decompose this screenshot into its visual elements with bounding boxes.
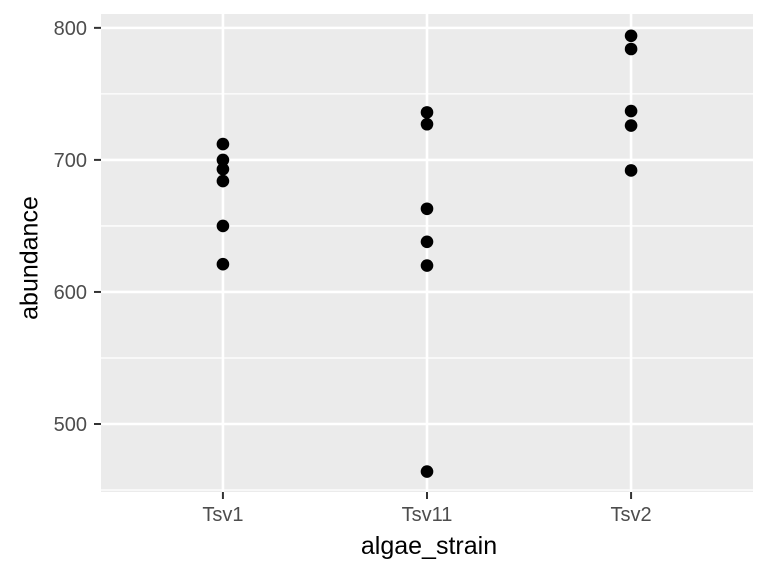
data-point-Tsv11-663	[420, 202, 434, 216]
x-tick-label-Tsv11: Tsv11	[402, 504, 453, 526]
data-point-Tsv2-784	[624, 42, 638, 56]
data-point-Tsv2-726	[624, 119, 638, 132]
data-point-Tsv1-684	[216, 174, 230, 188]
data-point-Tsv11-727	[420, 117, 434, 131]
x-tick-label-Tsv1: Tsv1	[202, 504, 243, 526]
data-point-Tsv2-692	[624, 164, 638, 177]
y-tick-label-600: 600	[54, 282, 87, 304]
data-point-Tsv1-712	[216, 137, 230, 151]
y-tick-label-700: 700	[54, 150, 87, 172]
data-point-Tsv11-464	[420, 465, 434, 478]
data-point-Tsv11-620	[420, 259, 434, 272]
data-point-Tsv2-794	[624, 29, 638, 43]
y-tick-label-500: 500	[54, 414, 87, 436]
data-point-Tsv1-650	[216, 219, 230, 233]
data-point-Tsv11-736	[420, 106, 434, 119]
x-tick-label-Tsv2: Tsv2	[611, 504, 652, 526]
data-point-Tsv1-700	[216, 153, 230, 167]
y-axis-title: abundance	[15, 196, 44, 320]
y-tick-label-800: 800	[54, 18, 87, 40]
x-axis-title: algae_strain	[360, 532, 498, 560]
data-point-Tsv1-693	[216, 162, 230, 176]
data-point-Tsv2-737	[624, 104, 638, 118]
data-point-Tsv11-638	[420, 235, 434, 249]
data-point-Tsv1-621	[216, 257, 230, 271]
